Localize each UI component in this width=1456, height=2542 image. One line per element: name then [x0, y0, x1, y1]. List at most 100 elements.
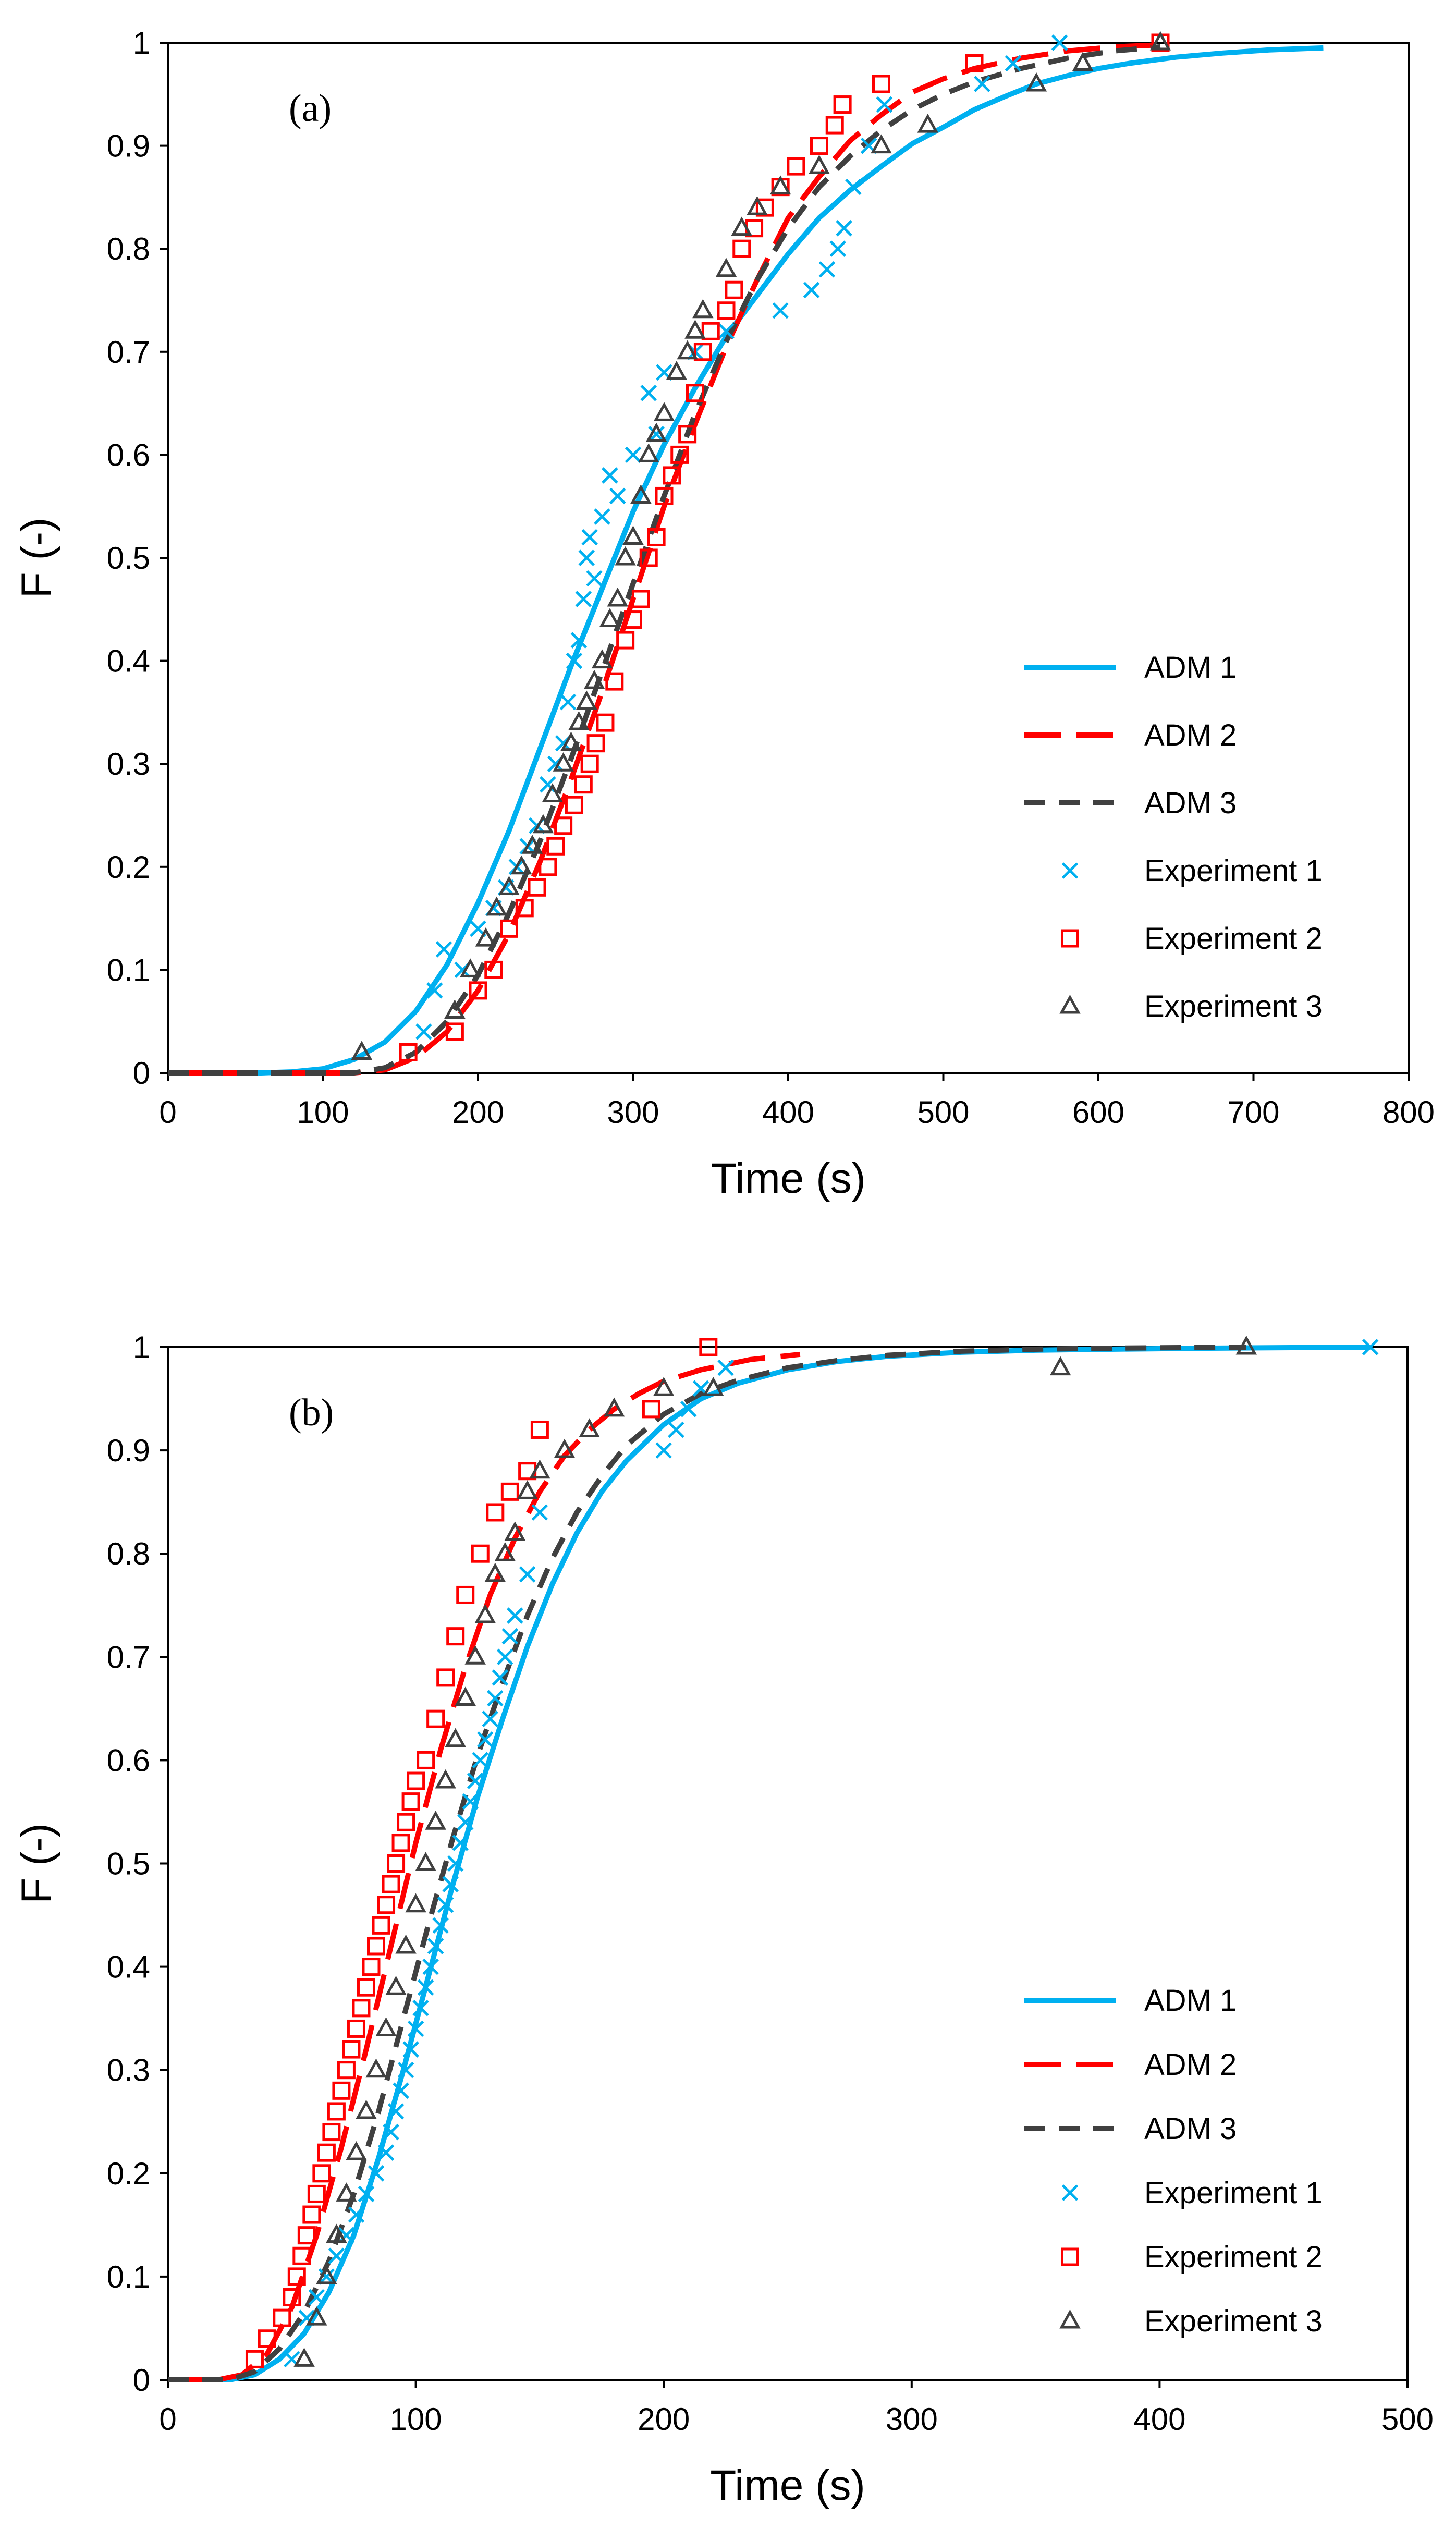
data-point-experiment-3 [917, 113, 938, 133]
y-tick-label: 0.1 [107, 952, 150, 987]
legend-label: Experiment 1 [1144, 854, 1323, 888]
x-tick-label: 500 [917, 1095, 969, 1130]
data-point-experiment-1 [407, 2020, 424, 2037]
data-point-experiment-1 [570, 632, 588, 649]
legend: ADM 1 ADM 2 ADM 3 Experiment 1 Experiment 2 E… [1024, 651, 1323, 1023]
x-tick-label: 0 [159, 2402, 176, 2437]
data-point-experiment-1 [625, 446, 642, 463]
data-point-experiment-3 [645, 422, 667, 442]
data-point-experiment-3 [715, 258, 737, 277]
data-point-experiment-2 [586, 734, 605, 753]
data-point-experiment-3 [731, 216, 752, 236]
series-experiment-2 [245, 1338, 718, 2368]
data-point-experiment-2 [372, 1916, 390, 1935]
y-tick-label: 0.5 [107, 541, 150, 576]
data-point-experiment-3 [346, 2141, 367, 2160]
legend-label: ADM 1 [1144, 651, 1237, 685]
data-point-experiment-3 [871, 134, 892, 154]
data-point-experiment-3 [809, 154, 830, 174]
data-point-experiment-1 [818, 261, 836, 278]
data-point-experiment-1 [417, 1979, 434, 1996]
data-point-experiment-2 [377, 1896, 396, 1914]
y-tick-label: 0.4 [107, 644, 150, 679]
data-point-experiment-3 [692, 299, 714, 319]
data-point-experiment-3 [529, 1459, 550, 1479]
y-tick-label: 0.2 [107, 2156, 150, 2191]
data-point-experiment-3 [638, 443, 659, 462]
data-point-experiment-2 [273, 2308, 291, 2327]
data-point-experiment-3 [425, 1811, 446, 1830]
x-tick-label: 100 [390, 2402, 442, 2437]
data-point-experiment-2 [530, 1420, 549, 1439]
y-tick-label: 0.3 [107, 747, 150, 781]
data-point-experiment-2 [367, 1937, 386, 1956]
data-point-experiment-1 [566, 652, 583, 669]
data-point-experiment-2 [717, 301, 736, 320]
data-point-experiment-2 [539, 858, 557, 876]
series-adm-3 [168, 1345, 1246, 2382]
data-point-experiment-3 [747, 195, 768, 215]
data-point-experiment-3 [622, 525, 644, 545]
data-point-experiment-1 [377, 2144, 395, 2161]
legend-item-adm-3: ADM 3 [1024, 2112, 1237, 2146]
data-point-experiment-2 [755, 198, 774, 217]
data-point-experiment-2 [307, 2184, 326, 2203]
data-point-experiment-1 [422, 1958, 439, 1975]
y-tick-label: 0.4 [107, 1950, 150, 1985]
data-point-experiment-2 [670, 445, 689, 464]
series-adm-1 [168, 45, 1324, 1076]
series-experiment-3 [293, 1335, 1257, 2367]
panel-label: (b) [289, 1391, 334, 1434]
x-tick-label: 700 [1227, 1095, 1279, 1130]
y-tick-label: 0.7 [107, 335, 150, 370]
data-point-experiment-1 [298, 2309, 315, 2326]
data-point-experiment-2 [245, 2350, 264, 2368]
x-tick-label: 500 [1381, 2402, 1434, 2437]
data-point-experiment-2 [663, 466, 681, 485]
data-point-experiment-3 [336, 2182, 357, 2202]
data-point-experiment-1 [1051, 34, 1068, 51]
data-point-experiment-1 [435, 941, 452, 958]
data-point-experiment-2 [347, 2019, 365, 2038]
data-point-experiment-2 [401, 1792, 420, 1811]
legend: ADM 1 ADM 2 ADM 3 Experiment 1 Experiment 2 E… [1024, 1984, 1323, 2338]
legend-swatch-marker [1061, 2184, 1079, 2201]
data-point-experiment-2 [624, 610, 642, 629]
data-point-experiment-2 [554, 816, 573, 835]
data-point-experiment-3 [475, 927, 497, 947]
data-point-experiment-3 [395, 1934, 417, 1954]
data-point-experiment-2 [337, 2061, 356, 2080]
data-point-experiment-1 [462, 1793, 479, 1810]
data-point-experiment-3 [504, 1521, 526, 1541]
series-adm-1 [168, 1345, 1371, 2382]
data-point-experiment-2 [297, 2226, 316, 2245]
data-point-experiment-1 [497, 1648, 513, 1666]
data-point-experiment-2 [500, 1482, 519, 1501]
data-point-experiment-1 [594, 508, 610, 525]
data-point-experiment-3 [306, 2306, 327, 2326]
data-point-experiment-2 [701, 322, 720, 340]
data-point-experiment-2 [686, 384, 704, 402]
data-point-experiment-3 [494, 1542, 516, 1561]
series-line-adm-3 [168, 1345, 1246, 2382]
data-point-experiment-3 [444, 999, 466, 1019]
data-point-experiment-3 [455, 1686, 476, 1706]
data-point-experiment-1 [559, 693, 577, 711]
data-point-experiment-2 [484, 960, 503, 979]
data-point-experiment-1 [680, 1401, 697, 1417]
x-tick-label: 300 [886, 2402, 938, 2437]
data-point-experiment-2 [639, 548, 658, 567]
data-point-experiment-2 [258, 2329, 276, 2348]
data-point-experiment-1 [452, 1835, 469, 1851]
data-point-experiment-2 [322, 2123, 341, 2142]
data-point-experiment-1 [383, 2123, 399, 2141]
data-point-experiment-1 [412, 2000, 429, 2017]
legend-item-experiment-3: Experiment 3 [1059, 2304, 1323, 2338]
data-point-experiment-1 [447, 1855, 464, 1872]
data-point-experiment-1 [358, 2185, 375, 2203]
data-point-experiment-2 [574, 775, 593, 794]
data-point-experiment-1 [586, 570, 603, 587]
data-point-experiment-2 [693, 343, 712, 361]
data-point-experiment-1 [397, 2061, 414, 2079]
legend-swatch-marker [1061, 862, 1079, 879]
